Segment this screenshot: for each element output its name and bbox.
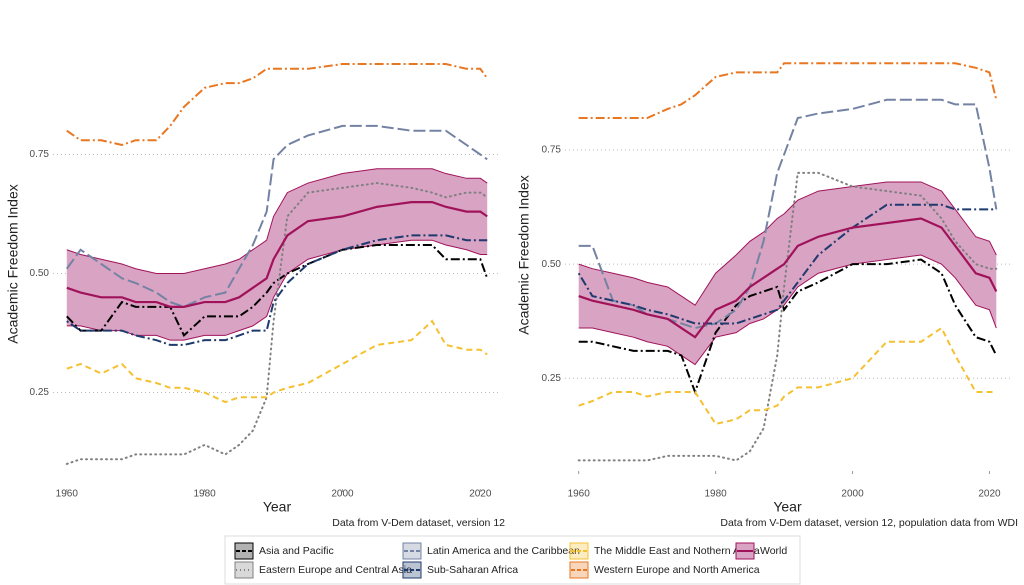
series-line bbox=[578, 62, 998, 120]
y-tick-label: 0.75 bbox=[542, 145, 562, 156]
legend-label: Eastern Europe and Central Asia bbox=[259, 564, 412, 576]
x-tick-label: 1960 bbox=[568, 489, 591, 500]
ribbon-edge bbox=[66, 239, 488, 341]
x-axis-title: Year bbox=[773, 499, 802, 515]
x-tick-label: 1980 bbox=[704, 489, 727, 500]
legend-label: The Middle East and Nothern Africa bbox=[594, 545, 760, 557]
ribbon-edge bbox=[578, 254, 997, 366]
series-line bbox=[578, 258, 998, 395]
legend-label: Asia and Pacific bbox=[259, 545, 334, 557]
caption: Data from V-Dem dataset, version 12 bbox=[332, 517, 505, 529]
series-line bbox=[578, 217, 998, 339]
x-axis-title: Year bbox=[263, 499, 292, 515]
caption: Data from V-Dem dataset, version 12, pop… bbox=[720, 517, 1018, 529]
legend-label: World bbox=[760, 545, 787, 557]
legend-label: Sub-Saharan Africa bbox=[427, 564, 518, 576]
y-tick-label: 0.50 bbox=[542, 259, 562, 270]
y-tick-label: 0.25 bbox=[30, 387, 50, 398]
y-tick-label: 0.50 bbox=[30, 268, 50, 279]
x-tick-label: 2020 bbox=[469, 489, 492, 500]
x-tick-label: 2000 bbox=[331, 489, 354, 500]
ribbon-edge bbox=[578, 181, 997, 306]
x-tick-label: 1980 bbox=[194, 489, 217, 500]
series-line bbox=[66, 234, 488, 346]
series-line bbox=[577, 171, 998, 462]
legend-label: Latin America and the Caribbean bbox=[427, 545, 580, 557]
y-tick-label: 0.75 bbox=[30, 149, 50, 160]
y-axis-title: Academic Freedom Index bbox=[5, 184, 21, 344]
series-line bbox=[66, 201, 488, 308]
ribbon-edge bbox=[66, 168, 488, 275]
x-tick-label: 2020 bbox=[978, 489, 1001, 500]
series-line bbox=[577, 203, 997, 325]
y-tick-label: 0.25 bbox=[542, 373, 562, 384]
series-line bbox=[66, 243, 489, 338]
legend-box bbox=[224, 535, 801, 585]
x-tick-label: 1960 bbox=[56, 489, 79, 500]
y-axis-title: Academic Freedom Index bbox=[516, 175, 532, 335]
series-line bbox=[578, 326, 997, 426]
series-line bbox=[66, 63, 489, 147]
series-line bbox=[65, 124, 488, 308]
legend-label: Western Europe and North America bbox=[594, 564, 760, 576]
x-tick-label: 2000 bbox=[841, 489, 864, 500]
